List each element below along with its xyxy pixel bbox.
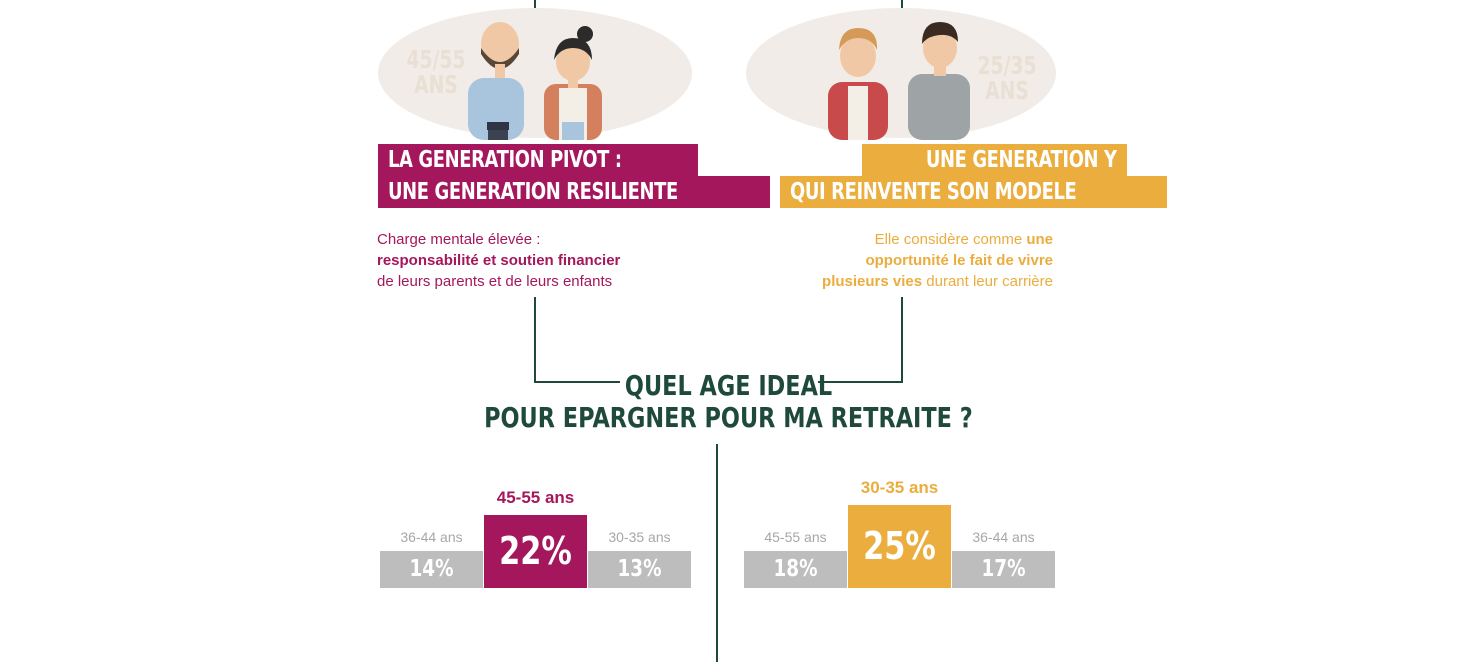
connector-line-left-top [534,0,536,8]
connector-line-left-horizontal [534,381,620,383]
left-bar-value-1: 14% [409,556,454,582]
left-category-label-3: 30-35 ans [608,529,671,545]
left-bar-3: 13% [588,551,691,588]
right-duo-illustration [828,22,970,140]
right-age-label: 25/35 ANS [977,51,1037,105]
left-bar-1: 14% [380,551,483,588]
left-age-label: 45/55 ANS [406,45,466,99]
left-title-banner: LA GENERATION PIVOT : [378,144,698,176]
right-description: Elle considère comme une opportunité le … [822,231,1053,290]
connector-line-left-vertical [534,297,536,383]
left-bar-value-3: 13% [617,556,662,582]
left-couple-illustration [468,22,602,140]
right-bar-1: 18% [744,551,847,588]
right-category-label-2: 30-35 ans [860,478,939,497]
right-bar-value-3: 17% [981,556,1026,582]
left-bar-2: 22% [484,515,587,588]
left-description: Charge mentale élevée : responsabilité e… [377,231,621,290]
left-ellipse-background [378,8,692,138]
right-title-banner: UNE GENERATION Y [862,144,1127,176]
left-title-banner-line2: UNE GENERATION RESILIENTE [378,176,770,208]
center-divider-line [716,444,718,662]
right-ellipse-background [746,8,1056,138]
right-bar-2: 25% [848,505,951,588]
right-bar-3: 17% [952,551,1055,588]
right-bar-value-2: 25% [863,524,936,568]
right-category-label-1: 45-55 ans [764,529,827,545]
left-category-label-2: 45-55 ans [496,488,575,507]
right-bar-value-1: 18% [773,556,818,582]
connector-line-right-vertical [901,297,903,383]
right-category-label-3: 36-44 ans [972,529,1035,545]
connector-line-right-top [901,0,903,8]
right-title-banner-line2: QUI REINVENTE SON MODELE [780,176,1168,208]
left-bar-value-2: 22% [499,529,572,573]
chart-title-line2: POUR EPARGNER POUR MA RETRAITE ? [484,401,973,434]
chart-title-line1: QUEL AGE IDEAL [624,369,833,402]
left-category-label-1: 36-44 ans [400,529,463,545]
connector-line-right-horizontal [818,381,903,383]
